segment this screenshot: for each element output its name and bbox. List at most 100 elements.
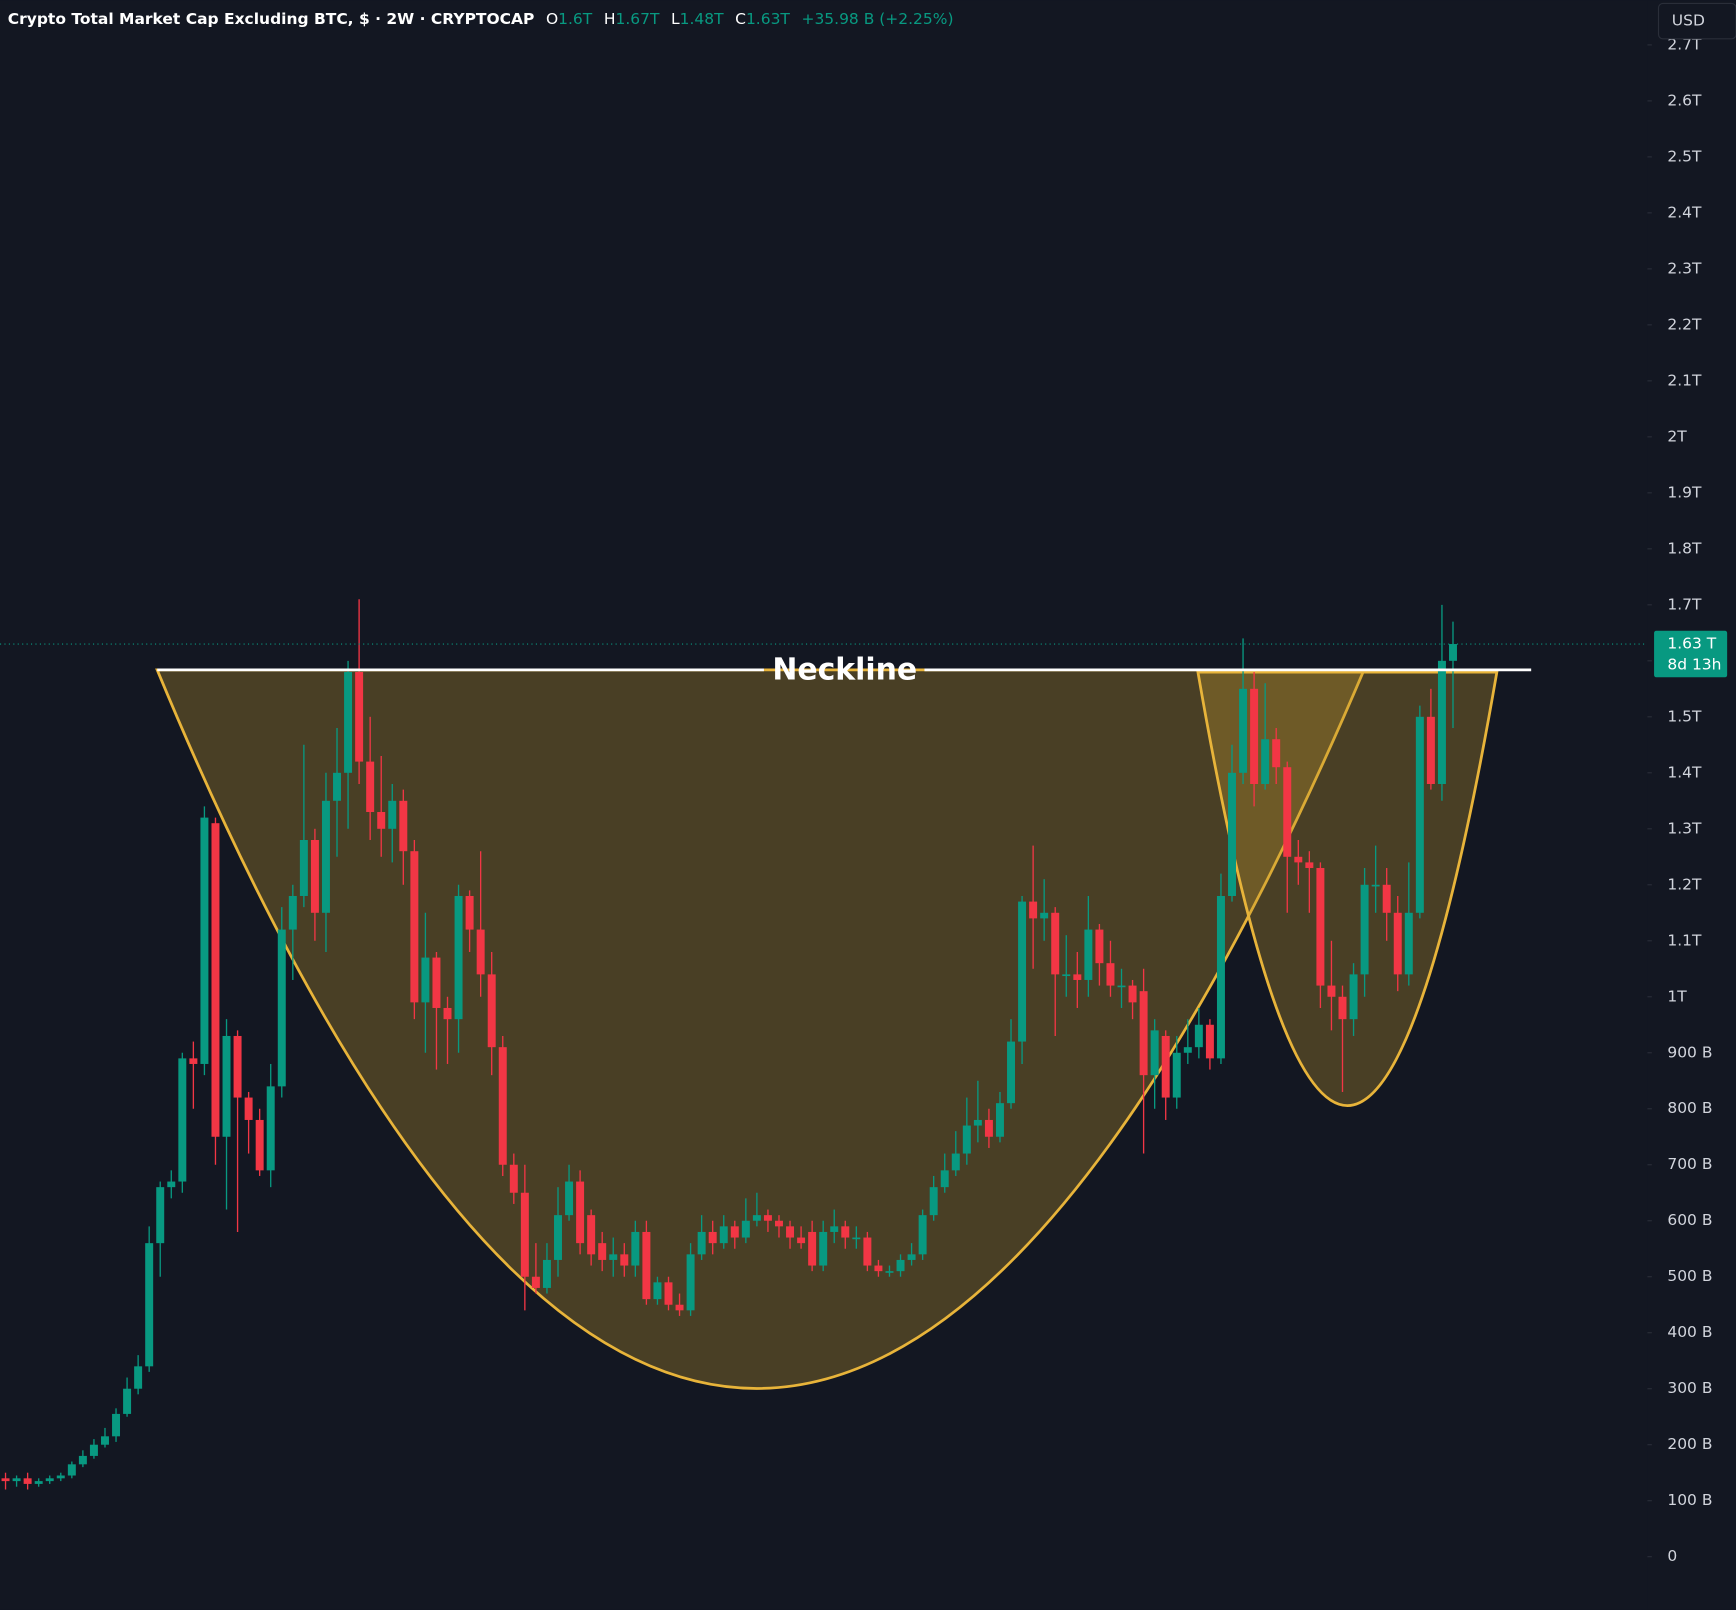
candle-body [432,957,441,1008]
candle-body [498,1047,507,1165]
candle-body [1073,974,1082,980]
candle-body [78,1455,87,1465]
candle-body [299,839,308,896]
candle-body [443,1007,452,1020]
y-tick-label: 2.5T [1667,147,1702,165]
candle-body [531,1276,540,1288]
candle-body [587,1215,596,1255]
axis-background [1647,0,1736,1610]
change-value: +35.98 B (+2.25%) [801,9,953,27]
y-tick-label: 1.4T [1667,763,1702,781]
candle-body [1316,867,1325,986]
candle-body [852,1237,861,1240]
y-tick-label: 2.6T [1667,91,1702,109]
candle-body [100,1436,109,1445]
candle-body [1095,929,1104,964]
candle-body [763,1215,772,1221]
candle-body [1183,1047,1192,1053]
y-tick-label: 1.1T [1667,931,1702,949]
neckline-label: Neckline [772,653,917,688]
candles [1,599,1457,1490]
candle-body [1294,856,1303,863]
candle-body [1106,963,1115,986]
candle-body [598,1243,607,1260]
header: Crypto Total Market Cap Excluding BTC, $… [8,9,954,27]
candle-body [940,1170,949,1188]
candle-body [89,1444,98,1456]
candle-body [697,1231,706,1255]
candle-body [509,1164,518,1193]
candle-body [1018,901,1027,1042]
candle-body [542,1259,551,1288]
candle-body [1029,901,1038,919]
candle-body [797,1237,806,1244]
candle-body [609,1254,618,1260]
candle-body [277,929,286,1087]
candle-body [973,1119,982,1126]
candle-body [1437,660,1446,785]
candle-body [1,1478,10,1482]
candle-body [333,772,341,801]
candle-body [631,1231,640,1266]
low-label: L [671,9,680,27]
symbol-title: Crypto Total Market Cap Excluding BTC, $… [8,9,535,27]
y-tick-label: 700 B [1667,1155,1712,1173]
candle-body [741,1220,750,1238]
candle-body [664,1282,673,1305]
candle-body [1194,1024,1203,1048]
candle-body [1382,884,1391,913]
candle-body [1205,1024,1214,1059]
candle-body [167,1181,176,1188]
y-tick-label: 500 B [1667,1267,1712,1285]
candle-body [1239,688,1248,773]
y-axis: 0 100 B 200 B 300 B 400 B 500 B 600 B 700 B 800 … [1647,35,1712,1565]
y-tick-label: 2.2T [1667,315,1702,333]
candle-body [1216,895,1225,1059]
y-tick-label: 1.7T [1667,595,1702,613]
candle-body [576,1181,585,1244]
low-value: 1.48T [680,9,724,27]
currency-button[interactable]: USD [1657,2,1736,40]
y-tick-label: 1.3T [1667,819,1702,837]
candle-body [45,1478,54,1482]
y-tick-label: 100 B [1667,1491,1712,1509]
candle-body [863,1237,872,1266]
y-tick-label: 900 B [1667,1043,1712,1061]
candle-body [56,1475,65,1479]
candle-body [786,1226,795,1238]
candle-body [1139,991,1148,1076]
candle-body [962,1125,971,1154]
open-label: O [546,9,558,27]
candle-body [1283,767,1292,857]
candle-body [554,1215,562,1260]
candle-body [134,1366,143,1389]
candle-body [841,1226,850,1238]
candle-body [1084,929,1093,980]
candle-body [830,1226,839,1232]
candle-body [1250,688,1259,785]
candle-body [1426,716,1435,785]
candle-body [819,1231,828,1266]
candle-body [366,761,375,812]
y-tick-label: 200 B [1667,1435,1712,1453]
candle-body [1172,1052,1181,1098]
candle-body [410,851,419,1003]
candle-body [222,1035,231,1137]
currency-label[interactable]: USD [1672,12,1705,30]
candle-body [12,1478,21,1482]
y-tick-label: 400 B [1667,1323,1712,1341]
candle-body [918,1215,927,1255]
candle-body [520,1192,529,1277]
candle-body [1272,739,1281,768]
candle-body [1040,912,1049,919]
candle-body [1305,862,1314,868]
candle-body [310,839,319,913]
candle-body [929,1187,938,1216]
candle-body [487,974,496,1048]
countdown-label: 8d 13h [1667,656,1721,674]
candle-body [1161,1035,1170,1098]
candle-body [675,1304,684,1311]
candle-body [255,1119,264,1171]
currency-box[interactable] [1657,2,1736,40]
